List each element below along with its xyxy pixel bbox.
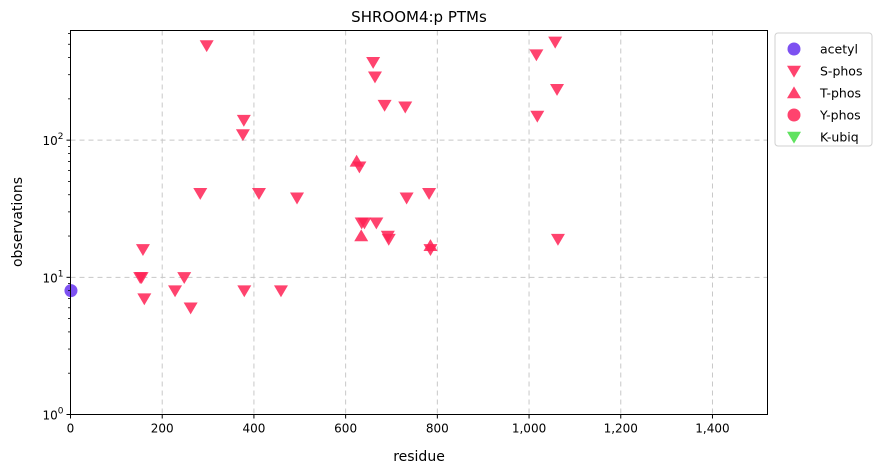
legend-label-s-phos: S-phos [820,64,862,79]
s-phos-point [369,217,384,230]
x-tick-label: 600 [334,422,357,436]
s-phos-point [134,272,149,284]
x-tick-label: 0 [67,422,75,436]
s-phos-point [366,56,381,69]
s-phos-point [193,188,208,200]
x-tick-label: 200 [151,422,174,436]
x-tick-label: 800 [426,422,449,436]
legend-label-acetyl: acetyl [820,42,858,57]
s-phos-point [398,101,413,114]
s-phos-point [237,285,252,298]
x-axis-ticks: 0 200 400 600 800 1,000 1,200 1,400 [67,414,730,436]
plot-area-frame [70,30,768,415]
legend-label-y-phos: Y-phos [819,108,861,123]
s-phos-point [550,233,565,246]
legend-marker-acetyl [787,42,801,56]
s-phos-point [137,293,152,306]
s-phos-point [251,188,266,200]
x-tick-label: 1,200 [604,422,638,436]
x-tick-label: 400 [242,422,265,436]
s-phos-point [367,71,382,84]
y-tick-label: 101 [42,269,63,285]
legend-marker-s-phos [787,65,801,78]
s-phos-point [530,110,545,123]
chart-title: SHROOM4:p PTMs [351,8,487,26]
grid-lines [70,30,768,415]
legend-label-k-ubiq: K-ubiq [820,130,859,145]
s-phos-point [290,192,305,205]
s-phos-point [273,285,288,298]
legend-marker-t-phos [787,86,801,99]
s-phos-point [422,188,437,200]
x-tick-label: 1,400 [695,422,729,436]
t-phos-point [423,239,438,251]
y-tick-label: 100 [42,407,63,423]
t-phos-point [349,154,364,167]
s-phos-point [377,99,392,112]
s-phos-point [529,49,544,62]
y-axis-label: observations [10,177,26,267]
x-axis-label: residue [393,449,445,465]
s-phos-point [199,40,214,53]
y-axis-ticks: 100 101 102 [42,33,71,423]
s-phos-point [381,233,396,246]
s-phos-point [183,302,198,315]
legend-marker-y-phos [787,108,801,122]
s-phos-point [399,192,414,205]
data-points [64,36,565,315]
legend: acetyl S-phos T-phos Y-phos K-ubiq [774,32,873,147]
s-phos-point [550,83,565,96]
s-phos-point [357,217,372,230]
s-phos-point [548,36,563,49]
s-phos-point [236,114,251,127]
s-phos-point [135,244,150,256]
legend-label-t-phos: T-phos [819,86,861,101]
s-phos-point [177,272,192,284]
t-phos-point [354,229,369,242]
s-phos-point [168,285,183,298]
s-phos-point [235,129,250,142]
x-tick-label: 1,000 [512,422,546,436]
legend-marker-k-ubiq [787,131,801,144]
y-tick-label: 102 [42,132,63,148]
